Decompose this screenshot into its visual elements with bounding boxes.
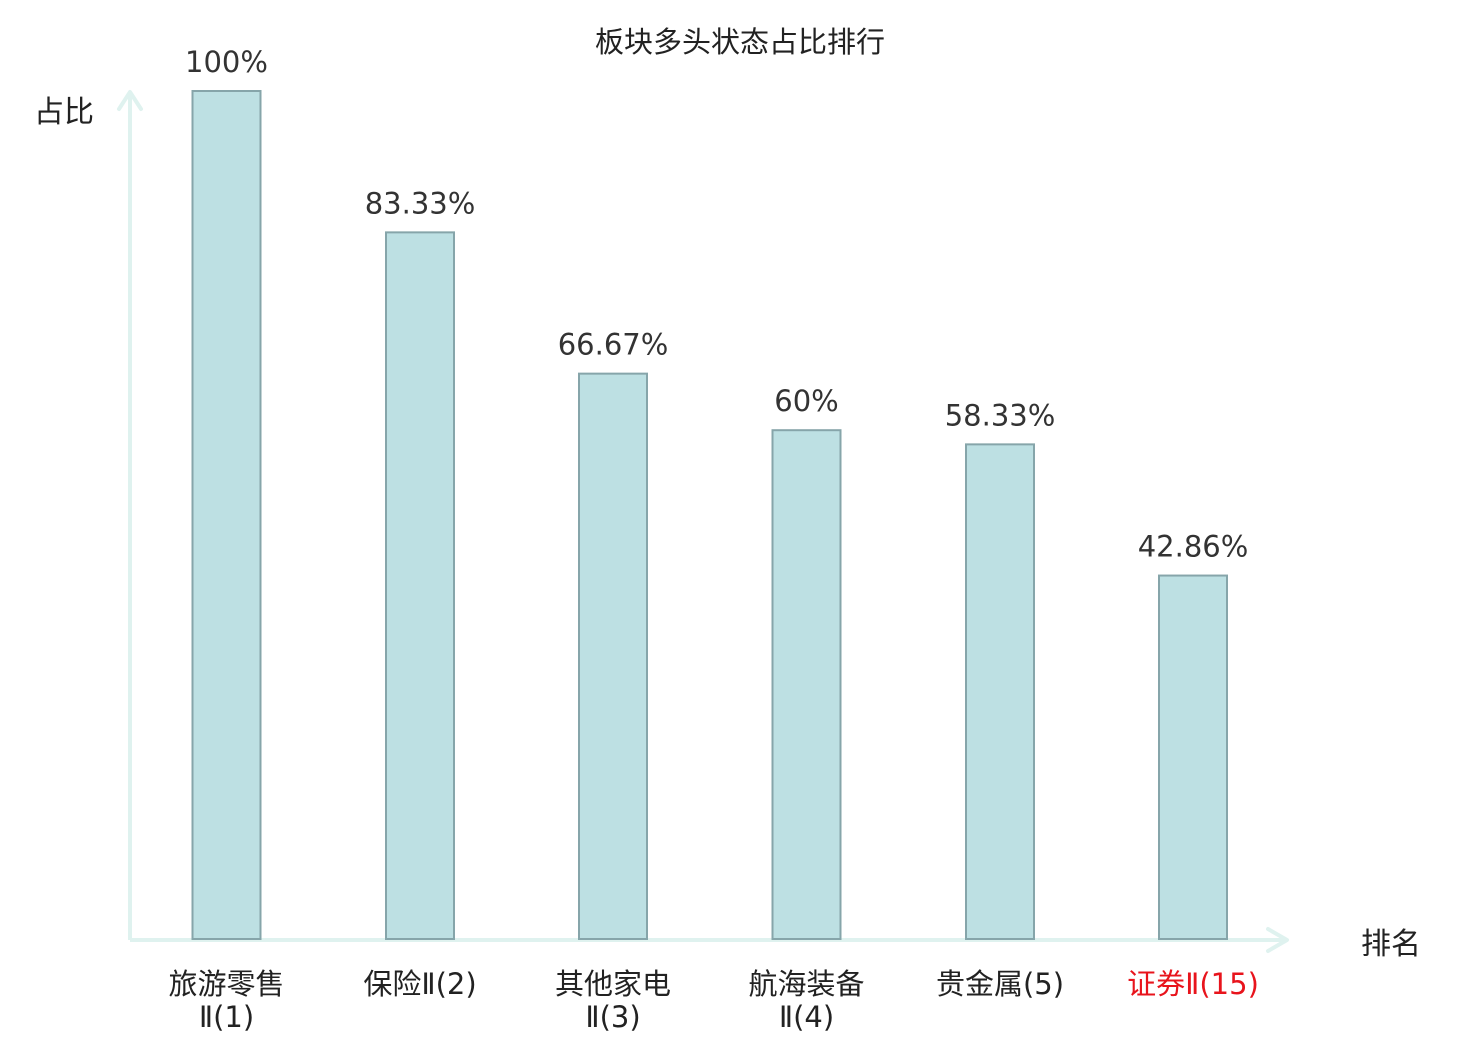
category-label-1-line-2: Ⅱ(1) (199, 1000, 254, 1034)
category-label-3-line-1: 其他家电 (555, 967, 671, 1001)
category-label-6: 证券Ⅱ(15) (1127, 967, 1259, 1001)
bars-group (191, 90, 1228, 941)
y-axis-label: 占比 (34, 95, 94, 130)
value-label-1: 100% (185, 45, 268, 79)
category-label-4-line-1: 航海装备 (748, 967, 864, 1001)
y-axis-arrow (117, 90, 143, 111)
bar-4 (771, 429, 842, 940)
bar-5 (965, 443, 1035, 940)
value-label-4: 60% (774, 384, 838, 418)
bar-2 (385, 231, 455, 941)
value-label-6: 42.86% (1138, 530, 1249, 564)
value-label-3: 66.67% (558, 328, 669, 362)
value-label-5: 58.33% (945, 398, 1056, 432)
value-label-2: 83.33% (365, 186, 476, 220)
value-labels-group: 100% 83.33% 66.67% 60% 58.33% 42.86% (185, 45, 1248, 564)
category-label-5: 贵金属(5) (936, 967, 1064, 1001)
chart-title: 板块多头状态占比排行 (595, 25, 885, 59)
x-axis-arrow (1266, 927, 1289, 953)
bar-1 (191, 90, 262, 940)
category-label-3-line-2: Ⅱ(3) (585, 1000, 640, 1034)
category-label-1-line-1: 旅游零售 (168, 967, 284, 1001)
category-label-2: 保险Ⅱ(2) (363, 967, 476, 1001)
bar-3 (578, 372, 648, 940)
category-label-4-line-2: Ⅱ(4) (779, 1000, 834, 1034)
bar-6 (1158, 574, 1228, 940)
x-axis-label: 排名 (1361, 927, 1421, 962)
